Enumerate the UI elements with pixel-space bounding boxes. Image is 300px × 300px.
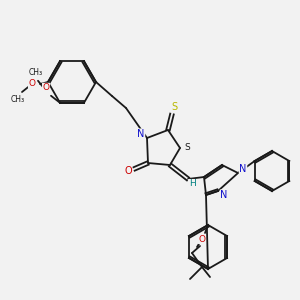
Text: S: S [184, 143, 190, 152]
Text: N: N [137, 129, 145, 139]
Text: CH₃: CH₃ [11, 94, 25, 103]
Text: CH₃: CH₃ [29, 68, 43, 77]
Text: H: H [189, 179, 195, 188]
Text: O: O [43, 83, 50, 92]
Text: O: O [28, 80, 35, 88]
Text: O: O [124, 166, 132, 176]
Text: N: N [239, 164, 247, 174]
Text: O: O [199, 235, 206, 244]
Text: N: N [220, 190, 228, 200]
Text: S: S [171, 102, 177, 112]
